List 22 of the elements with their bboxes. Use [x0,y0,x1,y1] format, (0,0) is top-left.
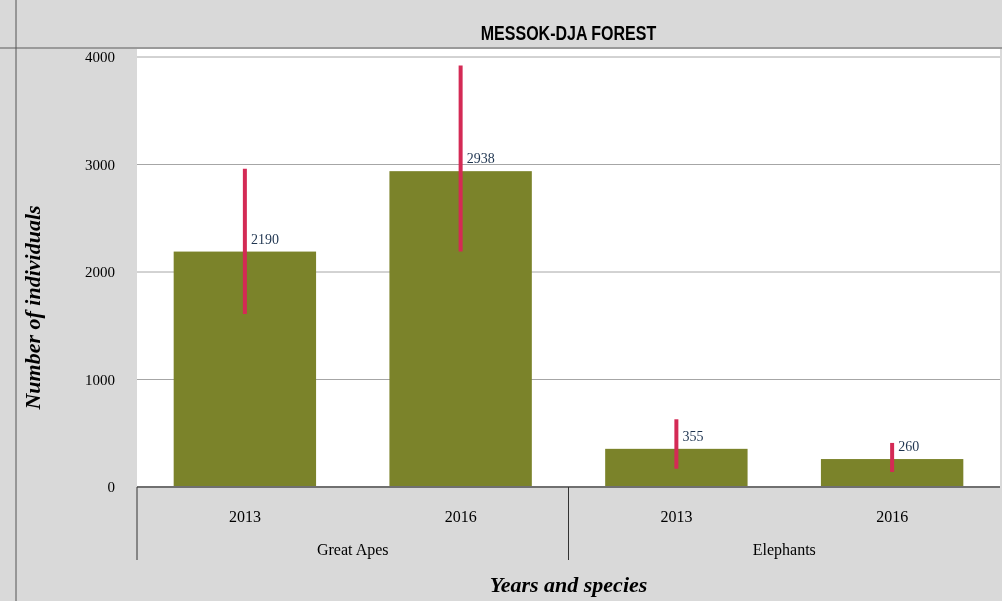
bar [389,171,532,487]
y-tick-label: 3000 [85,156,115,173]
data-label: 355 [682,428,704,444]
data-label: 2938 [466,151,495,167]
chart-title: MESSOK-DJA FOREST [480,22,657,45]
text: Great Apes [316,541,389,559]
y-axis-title: Number of individuals [20,205,45,411]
bar [173,251,317,487]
y-tick-label: 0 [107,479,115,495]
y-tick-label: 1000 [85,371,115,388]
bar [605,448,748,487]
x-tick-label: 2016 [444,508,477,525]
bar [820,459,964,487]
data-label: 2190 [250,231,279,247]
data-label: 260 [898,439,920,455]
x-tick-label: 2013 [660,508,693,525]
text: Elephants [752,541,816,559]
x-tick-label: 2016 [876,508,909,525]
x-axis-title: Years and species [489,572,648,597]
y-tick-label: 4000 [85,49,115,65]
y-tick-label: 2000 [85,264,115,280]
x-tick-label: 2013 [228,508,261,525]
